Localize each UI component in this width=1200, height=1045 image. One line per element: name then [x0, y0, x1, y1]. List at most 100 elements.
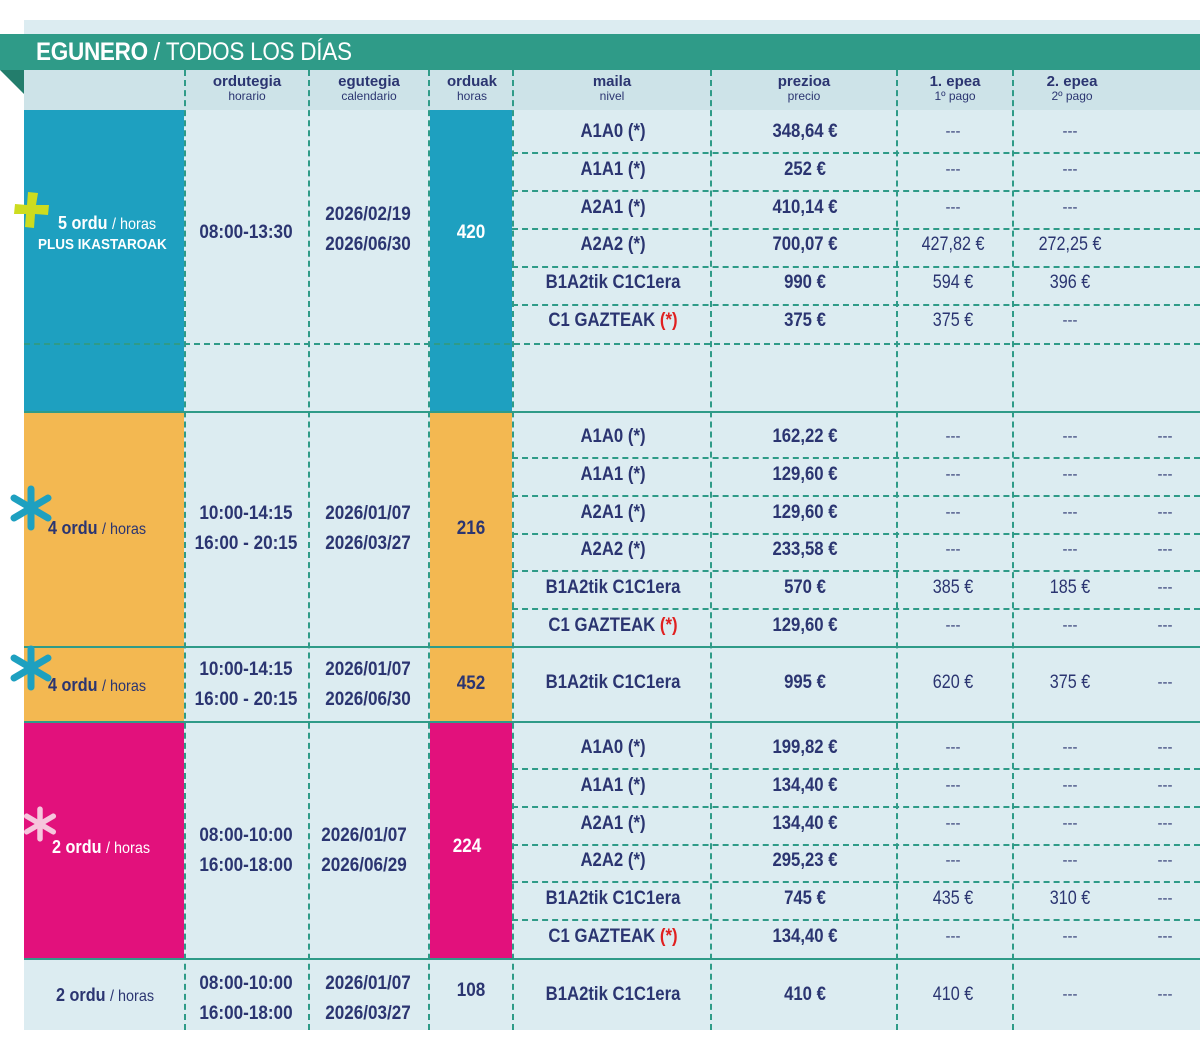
payment1-cell: --- [945, 617, 961, 634]
extra-cell: --- [1157, 739, 1173, 756]
level-text: A2A1 (*) [580, 813, 646, 834]
payment1-cell: 620 € [932, 672, 974, 693]
extra-cell: --- [1157, 541, 1173, 558]
payment2-cell: 396 € [1049, 272, 1091, 293]
group3-label: 4 ordu / horas [48, 675, 147, 695]
header-payment2: 2. epea 2º pago [1046, 73, 1098, 103]
header-calendar: egutegia calendario [338, 73, 400, 103]
level-cell: A2A1 (*) [580, 197, 645, 219]
payment2-cell: --- [1062, 617, 1078, 634]
payment2-cell: --- [1062, 541, 1078, 558]
row-separator [512, 304, 1200, 306]
payment2-cell: --- [1062, 739, 1078, 756]
header-price: prezioa precio [777, 73, 831, 103]
group2-label-block [24, 411, 184, 721]
payment2-cell: 272,25 € [1038, 234, 1102, 255]
vline [428, 70, 430, 1030]
vline [896, 70, 898, 1030]
row-separator [512, 266, 1200, 268]
price-cell: 295,23 € [772, 850, 838, 871]
vline [308, 70, 310, 1030]
payment1-cell: 435 € [932, 888, 974, 909]
payment2-cell: --- [1062, 852, 1078, 869]
group1-hours: 420 [456, 222, 486, 243]
price-cell: 134,40 € [772, 926, 838, 947]
group3-calendar: 2026/01/07 2026/06/30 [325, 659, 411, 710]
level-cell: A2A2 (*) [580, 539, 645, 561]
payment1-cell: 385 € [932, 577, 974, 598]
vline [1012, 70, 1014, 1030]
level-text: A2A1 (*) [580, 502, 646, 523]
price-cell: 134,40 € [772, 813, 838, 834]
level-cell: C1 GAZTEAK (*) [548, 310, 677, 332]
level-text: A1A1 (*) [580, 159, 646, 180]
extra-cell: --- [1157, 579, 1173, 596]
price-cell: 570 € [784, 577, 826, 598]
vline [710, 70, 712, 1030]
asterisk-note: (*) [659, 310, 678, 331]
top-strip [24, 20, 1200, 34]
header-level: maila nivel [592, 73, 632, 103]
price-cell: 700,07 € [772, 234, 838, 255]
price-cell: 375 € [784, 310, 826, 331]
row-separator [512, 228, 1200, 230]
vline [512, 70, 514, 1030]
payment1-cell: --- [945, 815, 961, 832]
level-cell: A1A1 (*) [580, 159, 645, 181]
group4-label: 2 ordu / horas [52, 837, 151, 857]
price-cell: 252 € [784, 159, 826, 180]
payment1-cell: --- [945, 541, 961, 558]
group2-label: 4 ordu / horas [48, 518, 147, 538]
level-cell: A2A2 (*) [580, 850, 645, 872]
group3-hours: 452 [456, 673, 486, 694]
payment2-cell: --- [1062, 986, 1078, 1003]
payment1-cell: --- [945, 928, 961, 945]
group2-hours-block [430, 411, 512, 721]
group5-label: 2 ordu / horas [56, 985, 155, 1005]
payment1-cell: --- [945, 466, 961, 483]
price-cell: 162,22 € [772, 426, 838, 447]
price-cell: 348,64 € [772, 121, 838, 142]
title-sep: / [153, 38, 160, 66]
asterisk-note: (*) [659, 926, 678, 947]
row-separator [512, 768, 1200, 770]
extra-cell: --- [1157, 928, 1173, 945]
group1-label-block [24, 110, 184, 411]
group2-calendar: 2026/01/07 2026/03/27 [325, 503, 411, 554]
extra-cell: --- [1157, 777, 1173, 794]
level-cell: B1A2tik C1C1era [546, 888, 681, 910]
payment2-cell: --- [1062, 161, 1078, 178]
extra-cell: --- [1157, 504, 1173, 521]
level-cell: A1A1 (*) [580, 464, 645, 486]
level-text: B1A2tik C1C1era [545, 672, 681, 693]
level-cell: B1A2tik C1C1era [546, 577, 681, 599]
level-text: A2A2 (*) [580, 850, 646, 871]
group4-schedule: 08:00-10:00 16:00-18:00 [199, 825, 293, 876]
row-separator [512, 570, 1200, 572]
payment1-cell: 594 € [932, 272, 974, 293]
header-schedule: ordutegia horario [212, 73, 282, 103]
level-text: A2A2 (*) [580, 539, 646, 560]
row-separator [512, 919, 1200, 921]
price-cell: 995 € [784, 672, 826, 693]
level-text: B1A2tik C1C1era [545, 272, 681, 293]
asterisk-icon-blue [8, 485, 54, 531]
group1-schedule: 08:00-13:30 [199, 222, 293, 243]
group4-hours-block [430, 721, 512, 958]
payment1-cell: --- [945, 739, 961, 756]
group4-hours: 224 [452, 836, 482, 857]
level-cell: C1 GAZTEAK (*) [548, 615, 677, 637]
price-cell: 410 € [784, 984, 826, 1005]
row-separator [512, 152, 1200, 154]
payment1-cell: --- [945, 123, 961, 140]
level-text: A1A1 (*) [580, 464, 646, 485]
price-cell: 129,60 € [772, 502, 838, 523]
price-cell: 134,40 € [772, 775, 838, 796]
level-text: B1A2tik C1C1era [545, 577, 681, 598]
payment1-cell: --- [945, 852, 961, 869]
payment2-cell: --- [1062, 312, 1078, 329]
payment1-cell: --- [945, 199, 961, 216]
row-separator [512, 806, 1200, 808]
level-cell: C1 GAZTEAK (*) [548, 926, 677, 948]
level-cell: A2A2 (*) [580, 234, 645, 256]
